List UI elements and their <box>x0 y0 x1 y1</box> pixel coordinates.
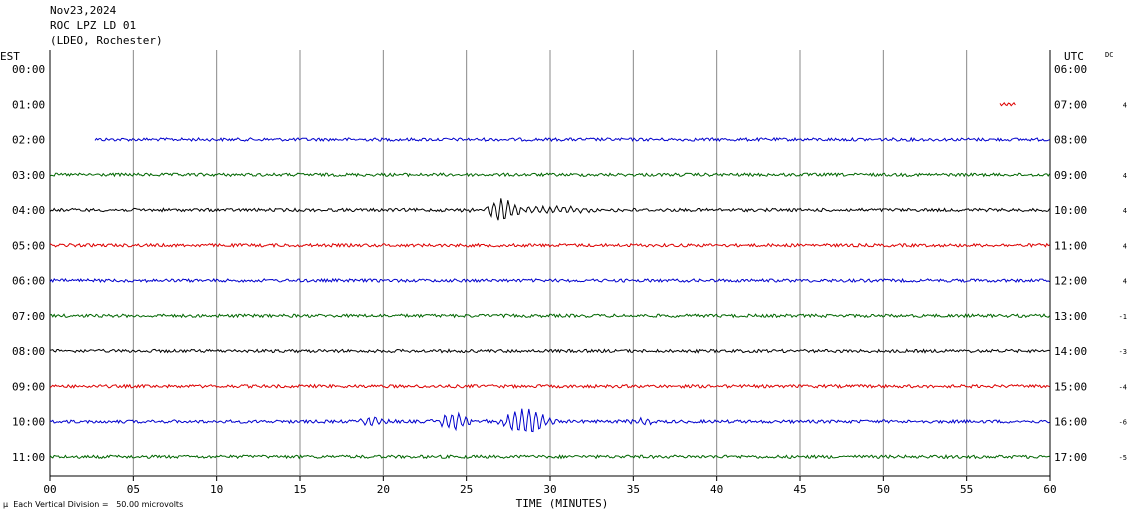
utc-time-label: 17:00 <box>1054 451 1087 464</box>
station-code: ROC LPZ LD 01 <box>50 19 137 32</box>
dc-offset-label: -3 <box>1119 348 1127 356</box>
seismic-trace-0600 <box>49 277 1050 284</box>
seismic-trace-0500 <box>49 242 1050 248</box>
utc-time-label: 07:00 <box>1054 98 1087 111</box>
est-time-label: 10:00 <box>12 416 45 429</box>
x-tick-label: 50 <box>877 483 890 496</box>
est-time-label: 01:00 <box>12 98 45 111</box>
dc-offset-label: 4 <box>1123 242 1127 250</box>
x-tick-label: 00 <box>43 483 56 496</box>
x-tick-label: 15 <box>293 483 306 496</box>
est-time-label: 04:00 <box>12 204 45 217</box>
utc-time-label: 11:00 <box>1054 239 1087 252</box>
est-time-label: 11:00 <box>12 451 45 464</box>
dc-offset-label: -6 <box>1119 419 1127 427</box>
seismic-trace-1100 <box>49 454 1050 460</box>
seismic-trace-0100 <box>999 101 1016 107</box>
dc-offset-label: -5 <box>1119 454 1127 462</box>
est-time-label: 07:00 <box>12 310 45 323</box>
x-tick-label: 35 <box>627 483 640 496</box>
utc-time-label: 16:00 <box>1054 416 1087 429</box>
x-tick-label: 55 <box>960 483 973 496</box>
est-time-label: 00:00 <box>12 63 45 76</box>
grid-lines <box>49 50 1051 481</box>
axis-labels: EST UTC DC TIME (MINUTES) 00 05 10 15 20 25 30… <box>0 50 1127 510</box>
seismic-trace-0800 <box>49 348 1050 354</box>
seismic-trace-1000 <box>49 408 1050 433</box>
est-time-label: 09:00 <box>12 380 45 393</box>
seismic-trace-0900 <box>49 383 1050 389</box>
vertical-scale-note: µ Each Vertical Division = 50.00 microvo… <box>3 500 183 509</box>
utc-time-label: 10:00 <box>1054 204 1087 217</box>
est-time-label: 03:00 <box>12 169 45 182</box>
x-tick-label: 30 <box>543 483 556 496</box>
utc-time-label: 09:00 <box>1054 169 1087 182</box>
seismic-trace-0200 <box>94 136 1050 143</box>
utc-axis-label: UTC <box>1064 50 1084 63</box>
x-tick-label: 60 <box>1043 483 1056 496</box>
est-time-label: 06:00 <box>12 275 45 288</box>
record-date: Nov23,2024 <box>50 4 117 17</box>
micro-symbol: µ <box>3 500 9 509</box>
utc-time-label: 14:00 <box>1054 345 1087 358</box>
utc-time-label: 13:00 <box>1054 310 1087 323</box>
dc-offset-label: -1 <box>1119 313 1127 321</box>
dc-axis-label: DC <box>1105 51 1113 59</box>
est-axis-label: EST <box>0 50 20 63</box>
utc-time-label: 08:00 <box>1054 134 1087 147</box>
utc-time-label: 15:00 <box>1054 380 1087 393</box>
est-time-label: 08:00 <box>12 345 45 358</box>
x-tick-label: 10 <box>210 483 223 496</box>
dc-offset-label: 4 <box>1123 278 1127 286</box>
x-axis-title: TIME (MINUTES) <box>516 497 609 510</box>
dc-offset-label: 4 <box>1123 172 1127 180</box>
x-tick-label: 40 <box>710 483 723 496</box>
scale-text: Each Vertical Division = 50.00 microvolt… <box>13 500 184 509</box>
est-time-label: 02:00 <box>12 134 45 147</box>
seismic-trace-0700 <box>49 313 1050 319</box>
utc-time-label: 12:00 <box>1054 275 1087 288</box>
dc-offset-label: 4 <box>1123 207 1127 215</box>
est-time-label: 05:00 <box>12 239 45 252</box>
seismic-trace-0300 <box>49 172 1051 178</box>
dc-offset-label: 4 <box>1123 101 1127 109</box>
x-tick-label: 45 <box>793 483 806 496</box>
seismic-traces <box>49 101 1051 460</box>
utc-time-label: 06:00 <box>1054 63 1087 76</box>
x-tick-label: 25 <box>460 483 473 496</box>
x-tick-label: 05 <box>127 483 140 496</box>
seismic-trace-0400 <box>49 198 1051 221</box>
network-name: (LDEO, Rochester) <box>50 34 163 47</box>
x-tick-label: 20 <box>377 483 390 496</box>
dc-offset-label: -4 <box>1119 383 1127 391</box>
